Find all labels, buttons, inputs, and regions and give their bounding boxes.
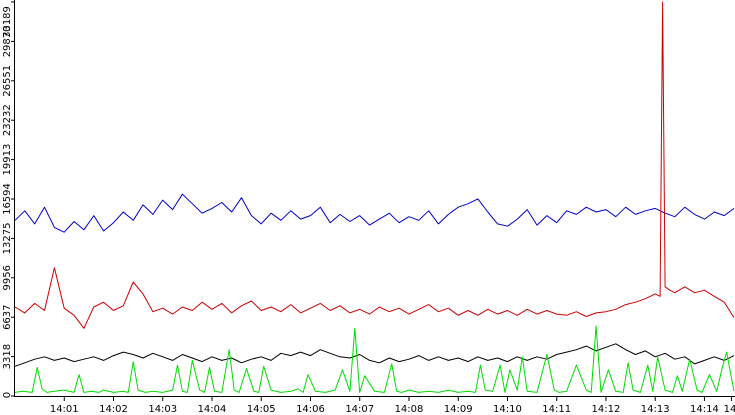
x-tick-label: 14:04 [198, 404, 227, 415]
x-tick-label: 14:08 [395, 404, 424, 415]
y-tick-label: 16594 [2, 183, 13, 215]
series-layer [14, 1, 735, 393]
x-tick-label: 14:14 [690, 404, 719, 415]
x-tick-label: 14:05 [247, 404, 276, 415]
x-tick-label: 14:10 [493, 404, 522, 415]
y-tick-label: 6637 [2, 304, 13, 329]
series-line-2 [14, 1, 735, 329]
x-tick-layer: 14:01 14:02 14:03 14:04 14:05 14:06 14:07 14:08… [50, 396, 735, 415]
x-tick-label: 14:11 [542, 404, 571, 415]
y-tick-label: 9956 [2, 265, 13, 290]
y-tick-label: 33189 [2, 6, 13, 38]
series-line-4 [14, 325, 735, 393]
x-tick-label: 14:06 [296, 404, 325, 415]
x-tick-label: 14:01 [50, 404, 79, 415]
y-tick-label: 19913 [2, 144, 13, 176]
x-tick-label: 14:13 [641, 404, 670, 415]
x-tick-label: 14 [724, 404, 735, 415]
y-tick-layer: 0 3318 6637 9956 13275 16594 19913 23232 26551 29… [2, 1, 15, 398]
x-tick-label: 14:02 [99, 404, 128, 415]
x-tick-label: 14:07 [345, 404, 374, 415]
y-tick-label: 23232 [2, 104, 13, 136]
x-tick-label: 14:12 [592, 404, 621, 415]
y-tick-label: 26551 [2, 65, 13, 97]
x-tick-label: 14:09 [444, 404, 473, 415]
x-tick-label: 14:03 [148, 404, 177, 415]
y-tick-label: 3318 [2, 344, 13, 369]
series-line-3 [14, 343, 735, 367]
series-line-1 [14, 193, 735, 233]
y-tick-label: 13275 [2, 223, 13, 255]
y-tick-label: 29870 [2, 25, 13, 57]
y-tick-label: 0 [2, 392, 13, 398]
